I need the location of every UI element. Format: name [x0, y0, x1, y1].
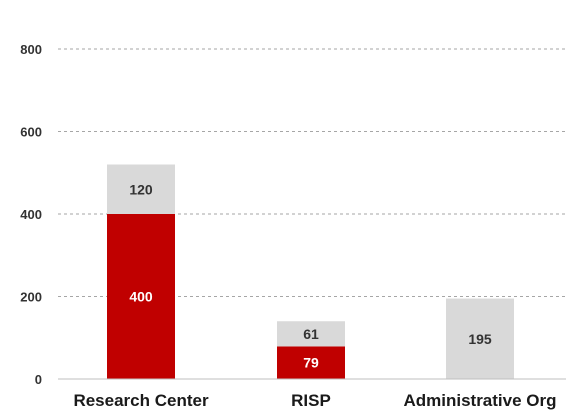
category-label-1: RISP [291, 391, 331, 410]
y-tick-label-400: 400 [20, 207, 42, 222]
bars [107, 164, 514, 379]
data-label-1-1: 61 [303, 326, 319, 342]
bar-segment-1-1 [277, 321, 345, 347]
y-axis-tick-labels: 0 200 400 600 800 [20, 42, 42, 387]
data-label-2-1: 195 [468, 331, 492, 347]
y-tick-label-0: 0 [35, 372, 42, 387]
bar-segment-0-1 [107, 164, 175, 214]
x-axis-category-labels: Research Center RISP Administrative Org [73, 391, 556, 410]
data-label-1-0: 79 [303, 355, 319, 371]
bar-segment-1-0 [277, 346, 345, 379]
category-label-2: Administrative Org [403, 391, 556, 410]
bar-segment-0-0 [107, 214, 175, 379]
bar-segment-2-1 [446, 298, 514, 379]
y-tick-label-800: 800 [20, 42, 42, 57]
category-label-0: Research Center [73, 391, 209, 410]
y-tick-label-200: 200 [20, 290, 42, 305]
data-label-0-1: 120 [129, 181, 153, 197]
data-labels: 400 120 79 61 195 [129, 181, 492, 370]
data-label-0-0: 400 [129, 289, 153, 305]
y-tick-label-600: 600 [20, 125, 42, 140]
